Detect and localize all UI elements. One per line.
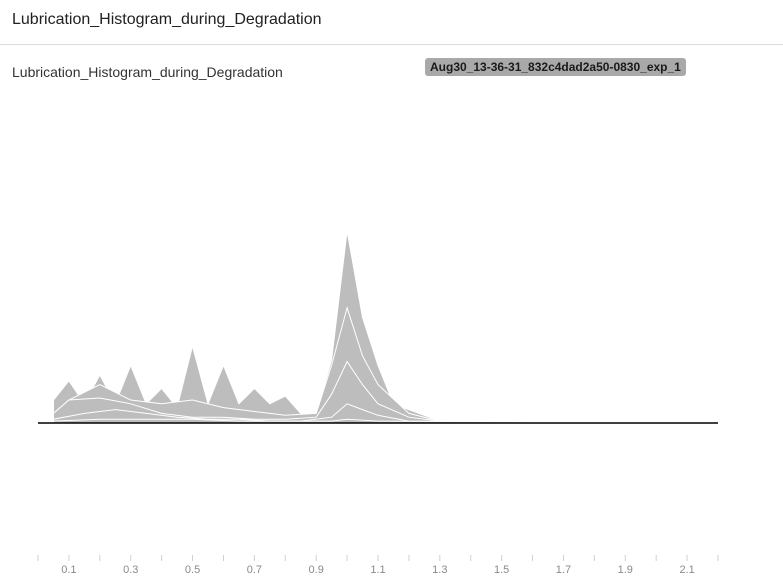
chart-title: Lubrication_Histogram_during_Degradation [12, 64, 283, 80]
x-tick-label: 0.5 [185, 564, 200, 576]
x-tick-label: 0.9 [309, 564, 324, 576]
histogram-areas [53, 230, 703, 424]
x-tick-label: 1.5 [494, 564, 509, 576]
x-tick-label: 0.7 [247, 564, 262, 576]
x-tick-label: 1.1 [370, 564, 385, 576]
card-header: Lubrication_Histogram_during_Degradation [0, 0, 783, 45]
x-tick-label: 1.3 [432, 564, 447, 576]
x-tick-label: 0.3 [123, 564, 138, 576]
x-tick-label: 0.1 [61, 564, 76, 576]
run-label-badge[interactable]: Aug30_13-36-31_832c4dad2a50-0830_exp_1 [425, 58, 686, 76]
x-tick-label: 1.7 [556, 564, 571, 576]
x-axis: 0.1 0.3 0.5 0.7 0.9 1.1 1.3 1.5 1.7 1.9 2.1 [37, 555, 719, 576]
x-tick-label: 2.1 [679, 564, 694, 576]
x-tick-label: 1.9 [618, 564, 633, 576]
card-title: Lubrication_Histogram_during_Degradation [12, 11, 322, 28]
histogram-slice-5 [53, 418, 703, 424]
